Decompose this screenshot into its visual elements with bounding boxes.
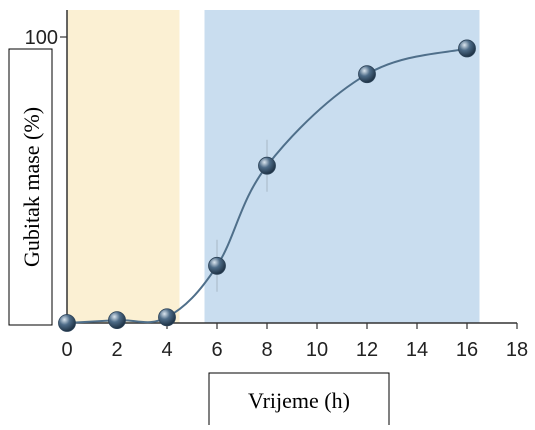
data-point (358, 65, 376, 84)
shaded-region-2 (204, 10, 480, 323)
x-tick-label: 8 (261, 339, 272, 361)
x-tick-label: 6 (211, 339, 222, 361)
x-tick-label: 4 (161, 339, 172, 361)
x-tick-label: 10 (306, 339, 328, 361)
data-point (258, 156, 276, 175)
x-tick-label: 2 (111, 339, 122, 361)
data-points (58, 39, 476, 332)
shaded-region-1 (67, 10, 180, 323)
axes (60, 10, 518, 329)
shaded-regions (67, 10, 480, 323)
x-tick-label: 12 (356, 339, 378, 361)
data-point (458, 39, 476, 58)
x-axis-title: Vrijeme (h) (248, 388, 350, 413)
y-tick-label: 100 (25, 27, 58, 49)
data-point (58, 314, 76, 332)
tick-labels: 0 2 4 6 8 10 12 14 16 18 100 (25, 27, 529, 361)
x-tick-label: 16 (456, 339, 478, 361)
y-axis-title: Gubitak mase (%) (19, 107, 44, 267)
data-point (208, 256, 226, 275)
x-tick-label: 0 (61, 339, 72, 361)
data-point (108, 311, 126, 330)
x-tick-label: 14 (406, 339, 428, 361)
y-axis-title-box: Gubitak mase (%) (8, 48, 53, 326)
data-point (158, 308, 176, 327)
x-tick-label: 18 (506, 339, 528, 361)
x-axis-title-box: Vrijeme (h) (208, 372, 390, 427)
